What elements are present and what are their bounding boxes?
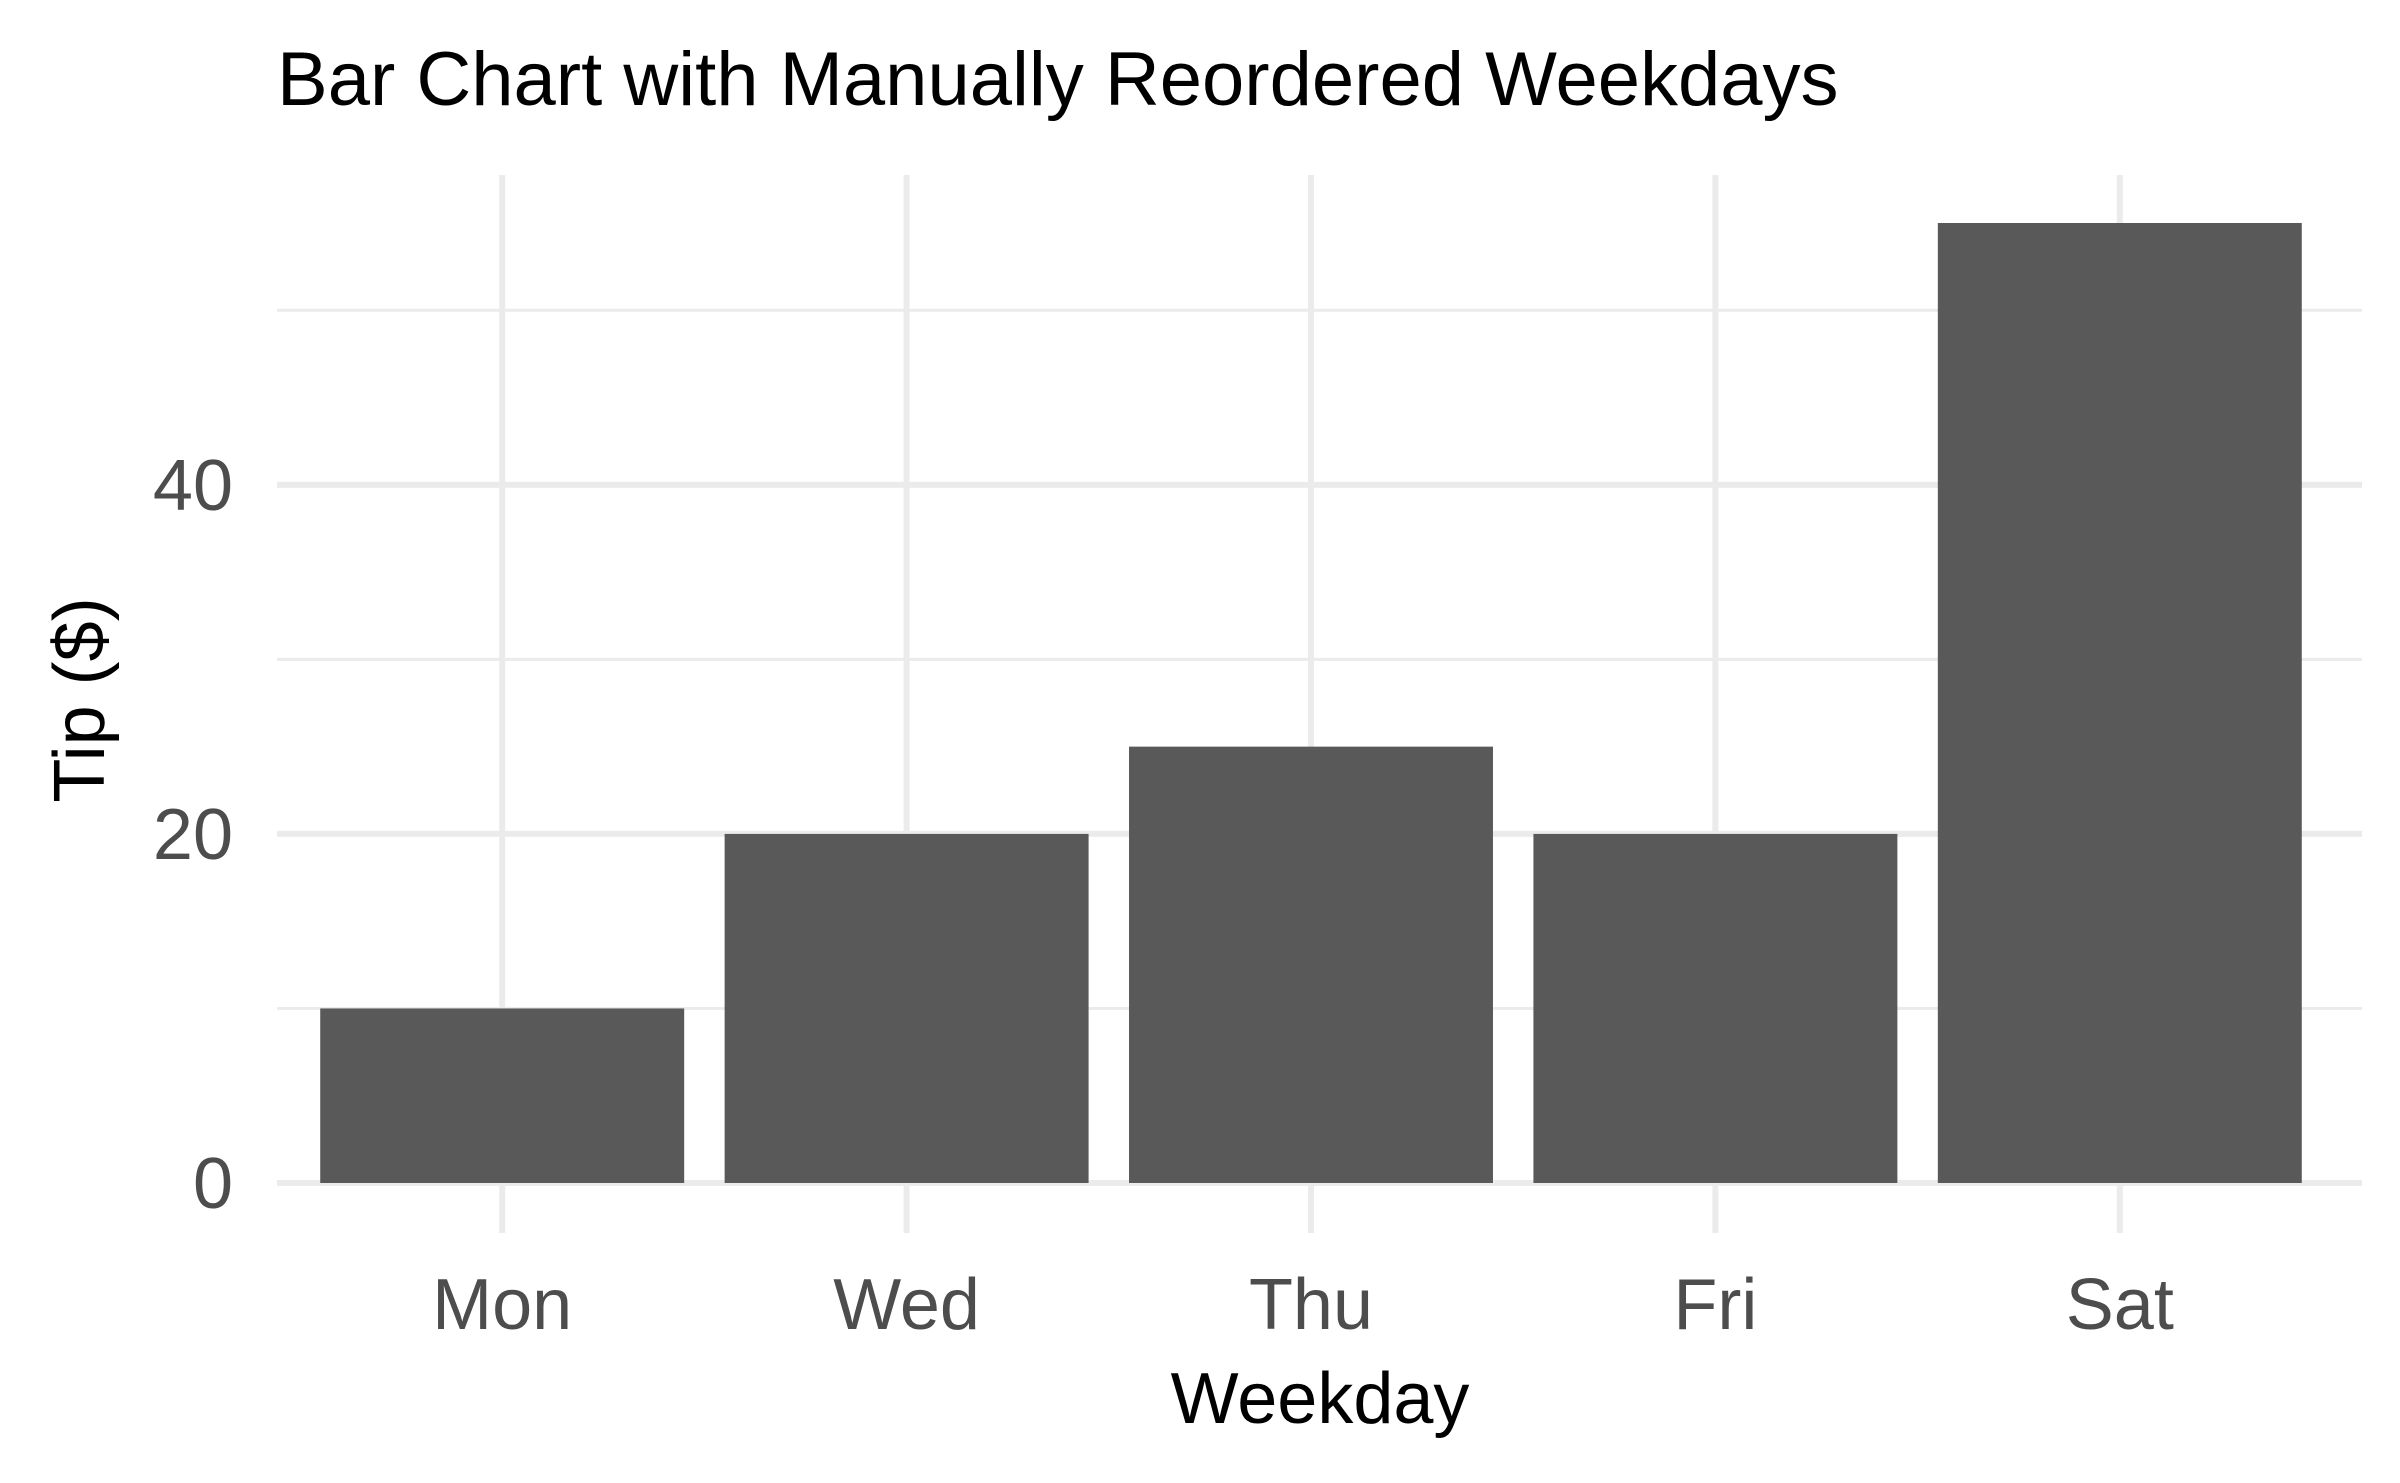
x-tick-label: Fri bbox=[1673, 1265, 1757, 1345]
chart-title: Bar Chart with Manually Reordered Weekda… bbox=[277, 37, 1839, 122]
y-tick-label: 40 bbox=[153, 446, 233, 526]
x-tick-labels: Mon Wed Thu Fri Sat bbox=[432, 1265, 2174, 1345]
x-axis-title: Weekday bbox=[1171, 1359, 1470, 1439]
bar-thu bbox=[1129, 746, 1493, 1183]
bar-mon bbox=[320, 1008, 685, 1183]
y-axis-title: Tip ($) bbox=[40, 597, 120, 802]
x-tick-label: Thu bbox=[1249, 1265, 1373, 1345]
y-tick-labels: 0 20 40 bbox=[153, 446, 233, 1224]
y-tick-label: 20 bbox=[153, 795, 233, 875]
x-tick-label: Wed bbox=[833, 1265, 980, 1345]
x-tick-label: Mon bbox=[432, 1265, 572, 1345]
y-tick-label: 0 bbox=[193, 1144, 233, 1224]
bar-fri bbox=[1533, 833, 1898, 1183]
x-tick-label: Sat bbox=[2066, 1265, 2174, 1345]
bar-wed bbox=[724, 833, 1089, 1183]
bar-sat bbox=[1937, 223, 2302, 1183]
bar-layer bbox=[320, 223, 2302, 1183]
